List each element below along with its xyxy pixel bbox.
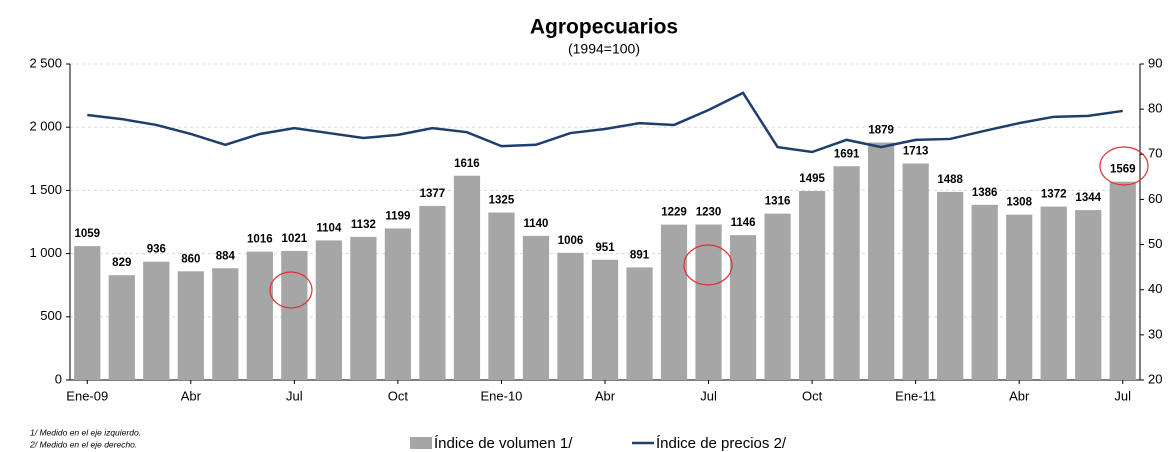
value-label: 1372 — [1041, 189, 1067, 201]
x-tick-label: Ene-09 — [66, 388, 108, 403]
value-label: 1006 — [558, 235, 584, 247]
value-label: 1879 — [868, 125, 894, 137]
value-label: 1016 — [247, 234, 273, 246]
y2-tick-label: 50 — [1148, 236, 1162, 251]
bar — [557, 252, 584, 380]
value-label: 1021 — [282, 233, 308, 245]
value-label: 1377 — [420, 188, 446, 200]
bar — [419, 205, 446, 380]
value-label: 1104 — [316, 222, 342, 234]
bar — [660, 224, 688, 380]
value-label: 1569 — [1110, 164, 1136, 176]
y-tick-label: 1 500 — [29, 182, 62, 197]
bar — [868, 142, 895, 380]
bar — [212, 268, 239, 380]
legend-label: Índice de precios 2/ — [656, 435, 787, 452]
bar — [350, 236, 377, 380]
value-label: 1488 — [937, 174, 963, 186]
x-tick-label: Abr — [181, 388, 202, 403]
bar — [453, 175, 481, 380]
highlight-circle — [1099, 146, 1149, 186]
value-label: 1495 — [799, 173, 825, 185]
value-label: 1132 — [351, 219, 376, 231]
note: 2/ Medido en el eje derecho. — [29, 439, 137, 449]
y2-tick-label: 20 — [1148, 371, 1162, 386]
value-label: 1308 — [1006, 197, 1032, 209]
bar — [1075, 210, 1102, 380]
y-tick-label: 0 — [55, 371, 62, 386]
value-label: 829 — [112, 257, 131, 269]
bar — [1006, 214, 1033, 380]
y2-tick-label: 90 — [1148, 55, 1162, 70]
value-label: 1316 — [765, 196, 791, 208]
value-label: 1059 — [74, 228, 100, 240]
value-label: 891 — [630, 249, 650, 261]
x-tick-label: Ene-10 — [480, 388, 522, 403]
bar — [591, 259, 619, 380]
value-label: 1325 — [489, 195, 515, 207]
y-tick-label: 500 — [40, 308, 62, 323]
bar — [74, 246, 101, 380]
x-tick-label: Jul — [1114, 388, 1131, 403]
value-label: 1616 — [454, 158, 480, 170]
bar — [798, 191, 826, 380]
value-label: 1140 — [523, 218, 548, 230]
bar — [764, 213, 791, 380]
value-label: 1344 — [1075, 192, 1101, 204]
y2-tick-label: 40 — [1148, 281, 1162, 296]
x-tick-label: Abr — [1009, 388, 1030, 403]
bar — [143, 261, 170, 380]
chart-subtitle: (1994=100) — [568, 41, 640, 57]
highlight-circle — [683, 244, 733, 286]
legend-swatch — [410, 437, 432, 449]
x-tick-label: Abr — [595, 388, 616, 403]
value-label: 884 — [216, 250, 236, 262]
value-label: 1386 — [972, 187, 998, 199]
bar — [315, 240, 342, 380]
bar — [729, 235, 757, 380]
value-label: 1146 — [731, 217, 756, 229]
y2-tick-label: 80 — [1148, 101, 1162, 116]
bar — [695, 224, 722, 380]
value-label: 951 — [595, 242, 615, 254]
highlight-circle — [269, 271, 313, 309]
bar — [902, 163, 929, 380]
bar — [522, 235, 550, 380]
x-tick-label: Jul — [700, 388, 717, 403]
legend-label: Índice de volumen 1/ — [434, 435, 573, 452]
value-label: 1230 — [696, 207, 722, 219]
value-label: 1691 — [834, 148, 860, 160]
x-tick-label: Ene-11 — [895, 388, 936, 403]
note: 1/ Medido en el eje izquierdo. — [30, 427, 141, 437]
bar — [937, 191, 964, 380]
bar — [108, 275, 135, 380]
bar — [1040, 206, 1067, 380]
value-label: 1713 — [903, 146, 929, 158]
x-tick-label: Jul — [286, 388, 303, 403]
bar — [488, 212, 515, 380]
bar — [833, 166, 860, 380]
y2-tick-label: 70 — [1148, 146, 1162, 161]
value-label: 1229 — [661, 207, 687, 219]
bar — [1109, 181, 1136, 380]
value-label: 936 — [147, 244, 166, 256]
y2-tick-label: 60 — [1148, 191, 1162, 206]
value-label: 860 — [181, 253, 200, 265]
y2-tick-label: 30 — [1148, 326, 1162, 341]
y-tick-label: 2 000 — [29, 119, 62, 134]
chart-title: Agropecuarios — [530, 16, 678, 39]
y-tick-label: 1 000 — [29, 245, 62, 260]
y-tick-label: 2 500 — [29, 55, 62, 70]
bar — [177, 271, 204, 380]
bar — [626, 267, 653, 380]
value-label: 1199 — [385, 210, 410, 222]
bar — [246, 251, 273, 380]
x-tick-label: Oct — [802, 388, 823, 403]
bar — [971, 204, 998, 380]
x-tick-label: Oct — [388, 388, 409, 403]
bar — [384, 228, 412, 380]
bar — [281, 250, 308, 380]
line — [87, 91, 1123, 154]
